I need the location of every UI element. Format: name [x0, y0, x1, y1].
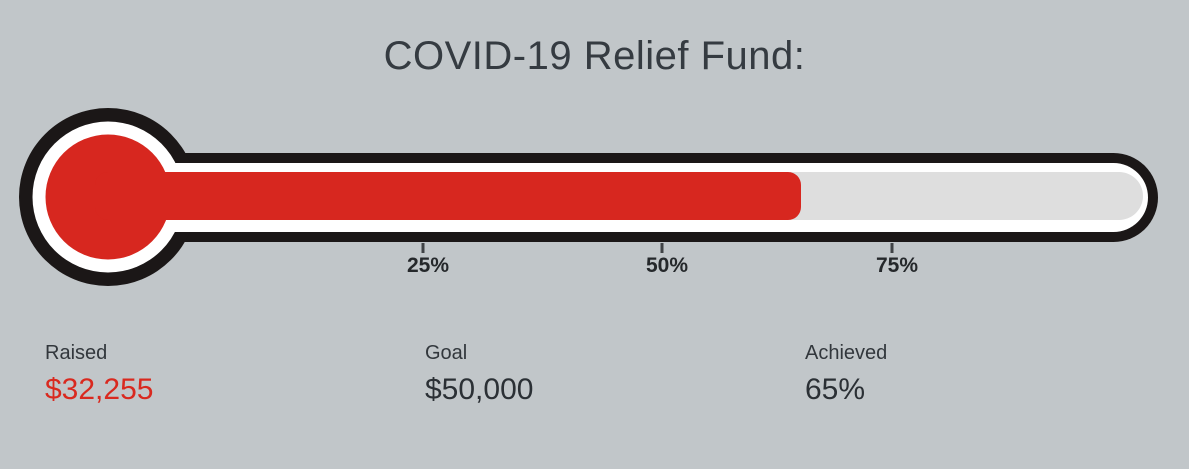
stat-raised: Raised $32,255	[45, 341, 153, 407]
page-title: COVID-19 Relief Fund:	[383, 34, 806, 78]
stat-raised-label: Raised	[45, 342, 108, 364]
tick-label-75: 75%	[875, 254, 919, 277]
tick-25	[421, 243, 425, 253]
tick-75	[890, 243, 894, 253]
tick-label-25: 25%	[406, 254, 450, 277]
stat-achieved-label: Achieved	[805, 342, 888, 364]
tick-50	[660, 243, 664, 253]
stat-goal-value: $50,000	[425, 373, 534, 406]
stat-raised-value: $32,255	[45, 373, 154, 406]
stat-goal: Goal $50,000	[425, 341, 533, 407]
stat-achieved: Achieved 65%	[805, 341, 887, 407]
stat-goal-label: Goal	[425, 342, 468, 364]
thermometer-fill	[95, 172, 801, 220]
stat-achieved-value: 65%	[805, 373, 866, 406]
tick-label-50: 50%	[645, 254, 689, 277]
